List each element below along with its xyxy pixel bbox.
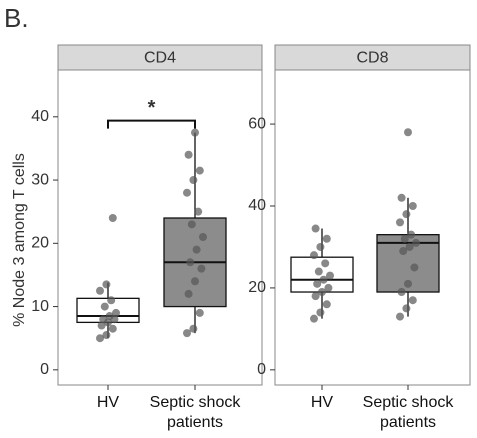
y-tick-label: 40 (248, 197, 266, 214)
facet-title: CD4 (144, 50, 176, 67)
point (183, 329, 191, 338)
point (100, 302, 109, 311)
panel (274, 69, 471, 386)
point (319, 275, 328, 284)
point (108, 324, 117, 333)
point (397, 193, 406, 202)
facet-title: CD8 (356, 50, 388, 67)
point (396, 312, 404, 321)
point (316, 242, 325, 251)
x-tick-label: Septic shock patients (149, 394, 241, 431)
point (402, 304, 411, 313)
point (194, 207, 203, 216)
point (404, 279, 412, 288)
point (326, 271, 334, 280)
panel (57, 69, 263, 386)
y-tick-label: 20 (31, 235, 49, 252)
y-tick-label: 60 (248, 115, 266, 132)
point (189, 176, 198, 185)
point (313, 279, 322, 288)
point (107, 296, 116, 305)
point (310, 251, 318, 260)
point (184, 150, 193, 159)
point (96, 334, 104, 343)
point (318, 288, 326, 297)
significance-label: * (148, 97, 156, 119)
point (397, 288, 406, 297)
x-tick-label: Septic shock patients (362, 394, 454, 431)
point (192, 245, 201, 254)
point (102, 331, 111, 340)
strip (274, 44, 471, 71)
x-tick-label: HV (310, 394, 334, 411)
point (402, 210, 411, 219)
point (105, 312, 114, 321)
point (396, 218, 404, 227)
point (99, 315, 108, 324)
point (112, 308, 120, 317)
significance-bracket (107, 119, 196, 129)
point (412, 238, 420, 247)
point (314, 267, 323, 276)
x-tick-label: HV (96, 394, 120, 411)
point (407, 230, 416, 239)
y-axis-label: % Node 3 among T cells (11, 153, 28, 327)
y-tick-label: 40 (31, 108, 49, 125)
point (410, 263, 419, 272)
point (404, 128, 412, 137)
y-tick-label: 0 (257, 361, 266, 378)
point (102, 280, 111, 289)
point (322, 300, 331, 309)
point (322, 234, 331, 243)
y-tick-label: 0 (40, 361, 49, 378)
point (321, 259, 330, 268)
point (324, 283, 333, 292)
point (310, 314, 318, 323)
point (96, 286, 104, 295)
point (195, 166, 204, 175)
point (186, 258, 195, 267)
point (195, 308, 204, 317)
point (311, 224, 320, 233)
y-tick-label: 10 (31, 298, 49, 315)
strip (57, 44, 263, 71)
point (189, 324, 198, 333)
point (191, 277, 199, 286)
point (400, 234, 409, 243)
y-tick-label: 30 (31, 171, 49, 188)
point (311, 292, 320, 301)
point (97, 321, 106, 330)
point (184, 289, 193, 298)
point (316, 308, 325, 317)
point (399, 247, 408, 256)
point (405, 242, 414, 251)
point (408, 296, 417, 305)
point (408, 201, 417, 210)
panel-heading: B. (4, 3, 29, 33)
point (199, 232, 207, 241)
y-tick-label: 20 (248, 279, 266, 296)
point (187, 220, 196, 229)
point (191, 128, 199, 137)
point (108, 214, 117, 223)
point (197, 264, 206, 273)
point (183, 188, 191, 197)
